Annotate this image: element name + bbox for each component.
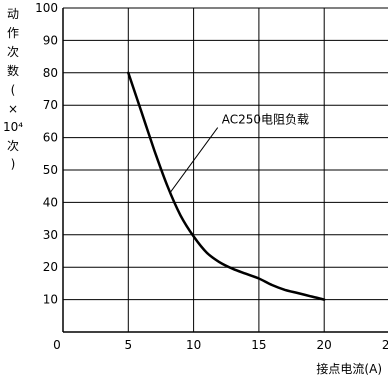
y-tick-label: 90 — [43, 33, 58, 47]
y-axis-label-char: 次 — [7, 45, 19, 59]
x-axis-label: 接点电流(A) — [316, 361, 382, 376]
y-tick-label: 80 — [43, 66, 58, 80]
y-tick-label: 60 — [43, 131, 58, 145]
series — [127, 71, 326, 301]
y-tick-label: 40 — [43, 195, 58, 209]
y-axis-label-char: ( — [11, 83, 16, 97]
y-axis-label-char: 动 — [7, 7, 19, 21]
annotation-leader — [169, 127, 219, 193]
x-tick-label: 10 — [186, 338, 201, 352]
grid — [63, 7, 388, 332]
y-axis-label-char: 次 — [7, 139, 19, 153]
y-tick-label: 100 — [35, 1, 58, 15]
y-tick-label: 20 — [43, 260, 58, 274]
y-axis-label-char: 10⁴ — [3, 120, 23, 134]
annotation: AC250电阻负载 — [169, 113, 309, 193]
y-axis-label-char: × — [8, 102, 18, 116]
y-tick-label: 30 — [43, 228, 58, 242]
x-tick-label: 20 — [317, 338, 332, 352]
annotation-label: AC250电阻负载 — [222, 113, 309, 127]
y-tick-labels: 10 20 30 40 50 60 70 80 90 100 — [35, 1, 58, 307]
y-tick-label: 50 — [43, 163, 58, 177]
x-tick-label: 5 — [124, 338, 132, 352]
x-tick-label: 0 — [53, 338, 61, 352]
x-tick-labels: 0 5 10 15 20 25 — [53, 338, 388, 352]
series-line — [127, 71, 326, 301]
y-tick-label: 70 — [43, 98, 58, 112]
x-tick-label: 25 — [382, 338, 388, 352]
y-axis-label-char: ) — [11, 157, 16, 171]
y-tick-label: 10 — [43, 293, 58, 307]
x-tick-label: 15 — [251, 338, 266, 352]
y-axis-label-char: 数 — [7, 63, 19, 78]
axes — [62, 8, 388, 333]
y-axis-label-char: 作 — [7, 26, 19, 40]
